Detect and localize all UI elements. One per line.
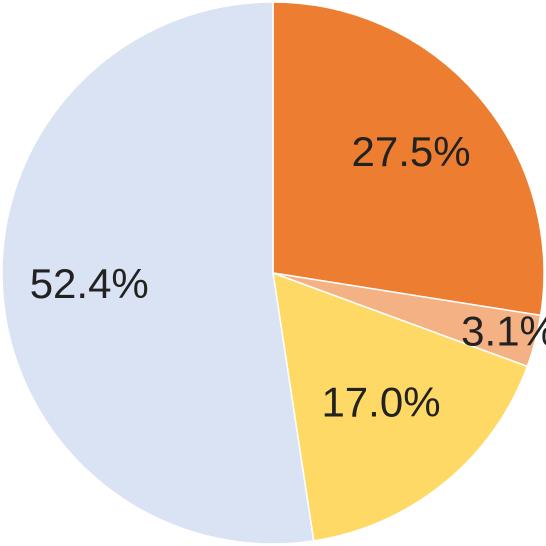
pie-slice-3 [1,1,315,545]
slice-label-3: 52.4% [30,260,149,307]
pie-slice-0 [272,1,545,317]
slice-label-2: 17.0% [321,378,440,425]
pie-labels: 27.5% 3.1% 17.0% 52.4% [30,128,546,425]
slice-label-1: 3.1% [461,307,546,354]
slice-label-0: 27.5% [352,128,471,175]
pie-slice-2 [272,271,529,542]
